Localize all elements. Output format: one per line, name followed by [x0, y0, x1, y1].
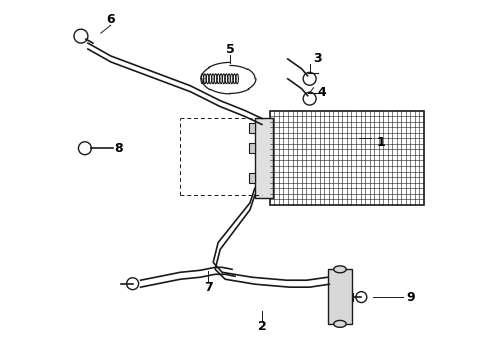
Text: 4: 4: [317, 86, 326, 99]
Ellipse shape: [334, 266, 346, 273]
Text: 8: 8: [114, 142, 123, 155]
Bar: [327, 269, 352, 324]
Bar: [270, 111, 424, 205]
Text: 5: 5: [226, 42, 234, 55]
Text: 2: 2: [258, 320, 266, 333]
Text: 1: 1: [377, 136, 386, 149]
Bar: [249, 143, 255, 153]
Text: 3: 3: [313, 53, 322, 66]
Bar: [249, 123, 255, 133]
Bar: [249, 173, 255, 183]
Bar: [255, 118, 273, 198]
Ellipse shape: [334, 320, 346, 327]
Text: 6: 6: [106, 13, 115, 26]
Text: 9: 9: [407, 291, 416, 303]
Text: 7: 7: [204, 281, 213, 294]
